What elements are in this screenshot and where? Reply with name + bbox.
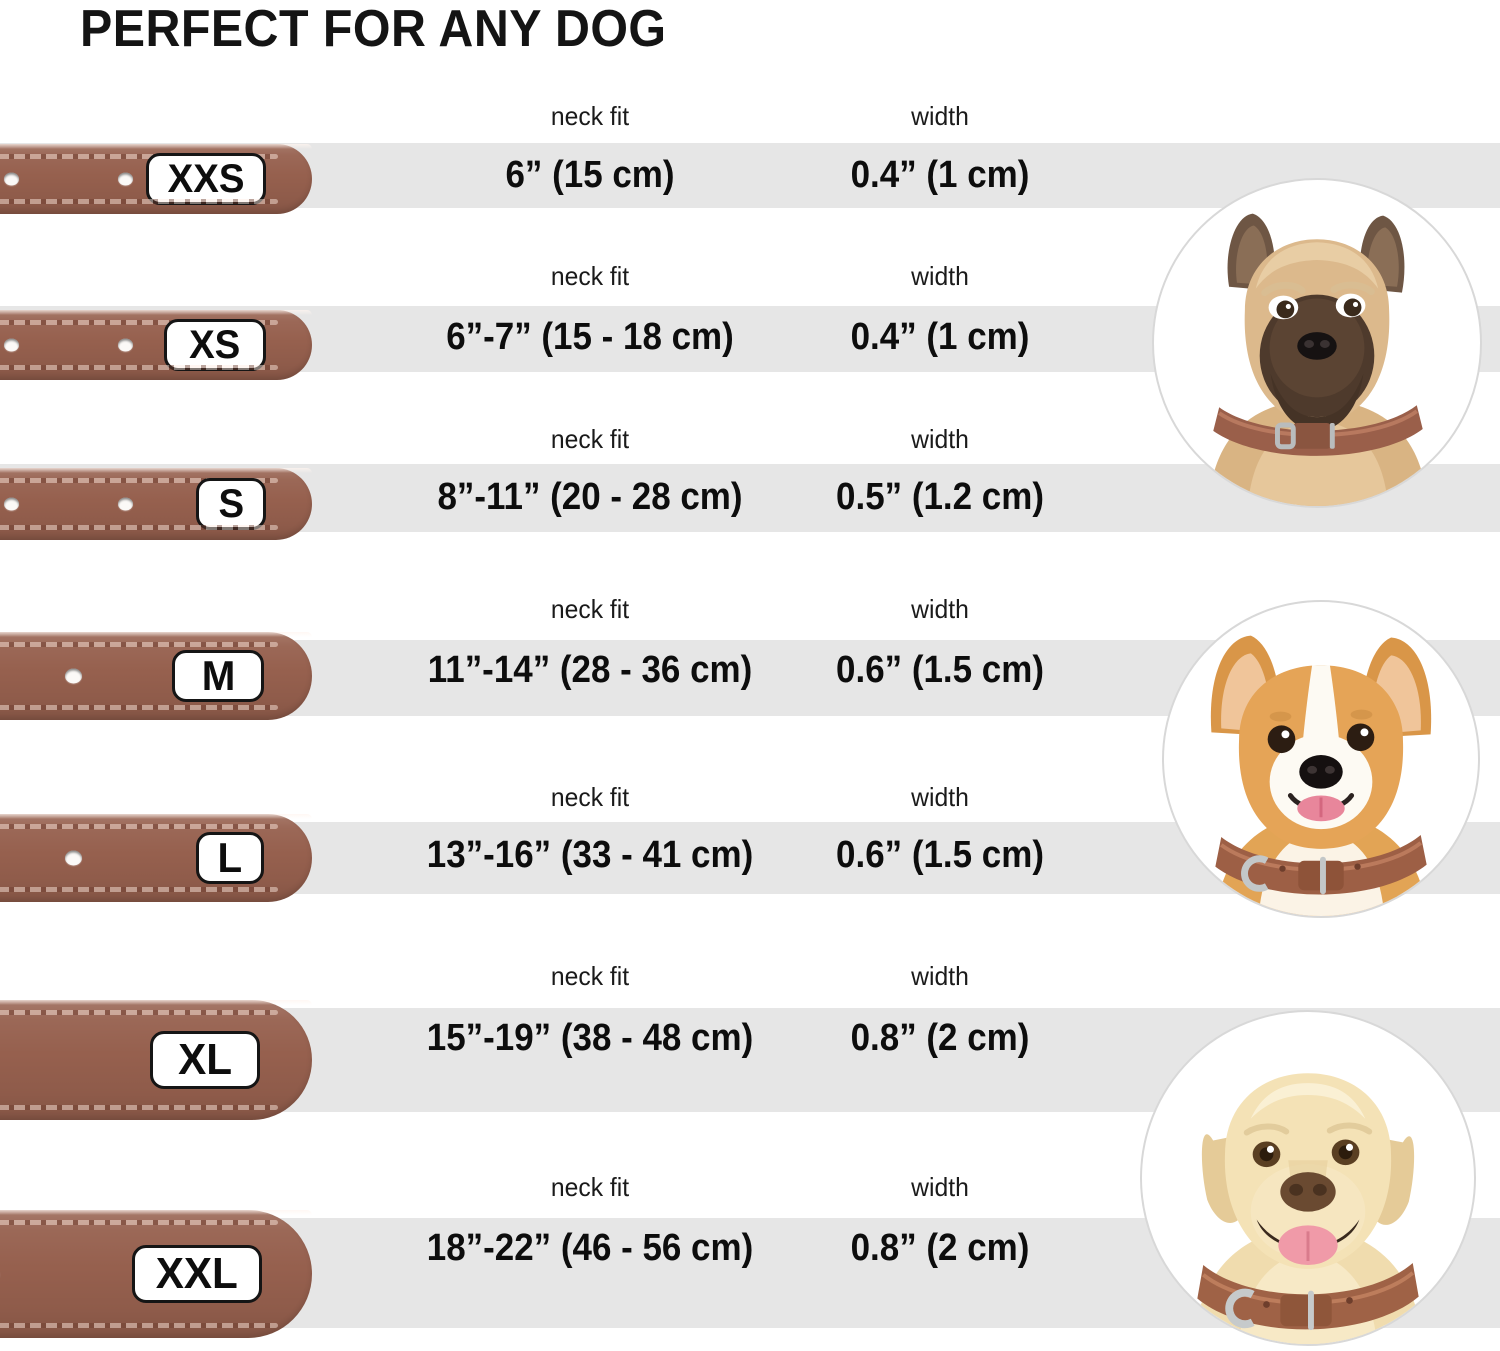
page-title: PERFECT FOR ANY DOG <box>80 0 667 58</box>
size-badge-s: S <box>196 478 266 530</box>
corgi-illustration <box>1210 635 1432 916</box>
width-value: 0.8” (2 cm) <box>850 1017 1030 1059</box>
size-badge-m: M <box>172 650 264 702</box>
neck-fit-value: 6” (15 cm) <box>505 154 675 196</box>
strap-hole <box>4 338 19 352</box>
neck-fit-value: 11”-14” (28 - 36 cm) <box>427 649 753 691</box>
width-header: width <box>911 424 969 454</box>
size-badge-label: XXS <box>167 157 245 201</box>
size-badge-label: XL <box>177 1035 232 1084</box>
collar-strap-xxs: XXS <box>0 144 312 214</box>
neck-fit-value: 6”-7” (15 - 18 cm) <box>446 316 734 358</box>
strap-highlight <box>0 468 312 473</box>
strap-highlight <box>0 144 312 149</box>
size-badge-label: M <box>201 652 235 699</box>
terrier-illustration <box>1208 213 1428 506</box>
width-header: width <box>911 101 969 131</box>
labrador-illustration <box>1193 1073 1423 1344</box>
collar-strap-m: M <box>0 632 312 720</box>
width-header: width <box>911 782 969 812</box>
neck-fit-header: neck fit <box>550 424 630 454</box>
strap-highlight <box>0 310 312 315</box>
collar-strap-xl: XL <box>0 1000 312 1120</box>
strap-highlight <box>0 632 312 637</box>
neck-fit-header: neck fit <box>550 101 630 131</box>
width-header: width <box>911 961 969 991</box>
neck-fit-value: 8”-11” (20 - 28 cm) <box>437 476 743 518</box>
collar-strap-xxl: XXL <box>0 1210 312 1338</box>
corgi-photo <box>1162 600 1480 918</box>
strap-hole <box>118 172 133 186</box>
width-value: 0.6” (1.5 cm) <box>836 834 1044 876</box>
neck-fit-value: 13”-16” (33 - 41 cm) <box>426 834 754 876</box>
width-header: width <box>911 1172 969 1202</box>
neck-fit-header: neck fit <box>550 594 630 624</box>
strap-highlight <box>0 1210 312 1215</box>
width-header: width <box>911 261 969 291</box>
size-badge-label: S <box>218 482 244 526</box>
size-badge-label: L <box>217 834 243 881</box>
strap-highlight <box>0 1000 312 1005</box>
neck-fit-header: neck fit <box>550 782 630 812</box>
size-badge-label: XS <box>189 323 241 367</box>
size-badge-xxl: XXL <box>132 1245 262 1303</box>
strap-hole <box>118 497 133 511</box>
size-badge-label: XXL <box>155 1249 239 1298</box>
strap-hole <box>4 172 19 186</box>
strap-highlight <box>0 814 312 819</box>
width-value: 0.6” (1.5 cm) <box>836 649 1044 691</box>
size-badge-l: L <box>196 832 264 884</box>
size-badge-xs: XS <box>164 319 266 371</box>
width-header: width <box>911 594 969 624</box>
labrador-photo <box>1140 1010 1476 1346</box>
strap-hole <box>65 668 82 684</box>
neck-fit-value: 15”-19” (38 - 48 cm) <box>426 1017 754 1059</box>
strap-hole <box>65 850 82 866</box>
width-value: 0.5” (1.2 cm) <box>836 476 1044 518</box>
size-badge-xl: XL <box>150 1031 260 1089</box>
neck-fit-header: neck fit <box>550 961 630 991</box>
terrier-photo <box>1152 178 1482 508</box>
neck-fit-header: neck fit <box>550 261 630 291</box>
collar-strap-xs: XS <box>0 310 312 380</box>
width-value: 0.4” (1 cm) <box>850 154 1030 196</box>
size-badge-xxs: XXS <box>146 153 266 205</box>
strap-hole <box>118 338 133 352</box>
collar-strap-l: L <box>0 814 312 902</box>
neck-fit-header: neck fit <box>550 1172 630 1202</box>
width-value: 0.8” (2 cm) <box>850 1227 1030 1269</box>
collar-strap-s: S <box>0 468 312 540</box>
neck-fit-value: 18”-22” (46 - 56 cm) <box>426 1227 754 1269</box>
width-value: 0.4” (1 cm) <box>850 316 1030 358</box>
strap-hole <box>4 497 19 511</box>
